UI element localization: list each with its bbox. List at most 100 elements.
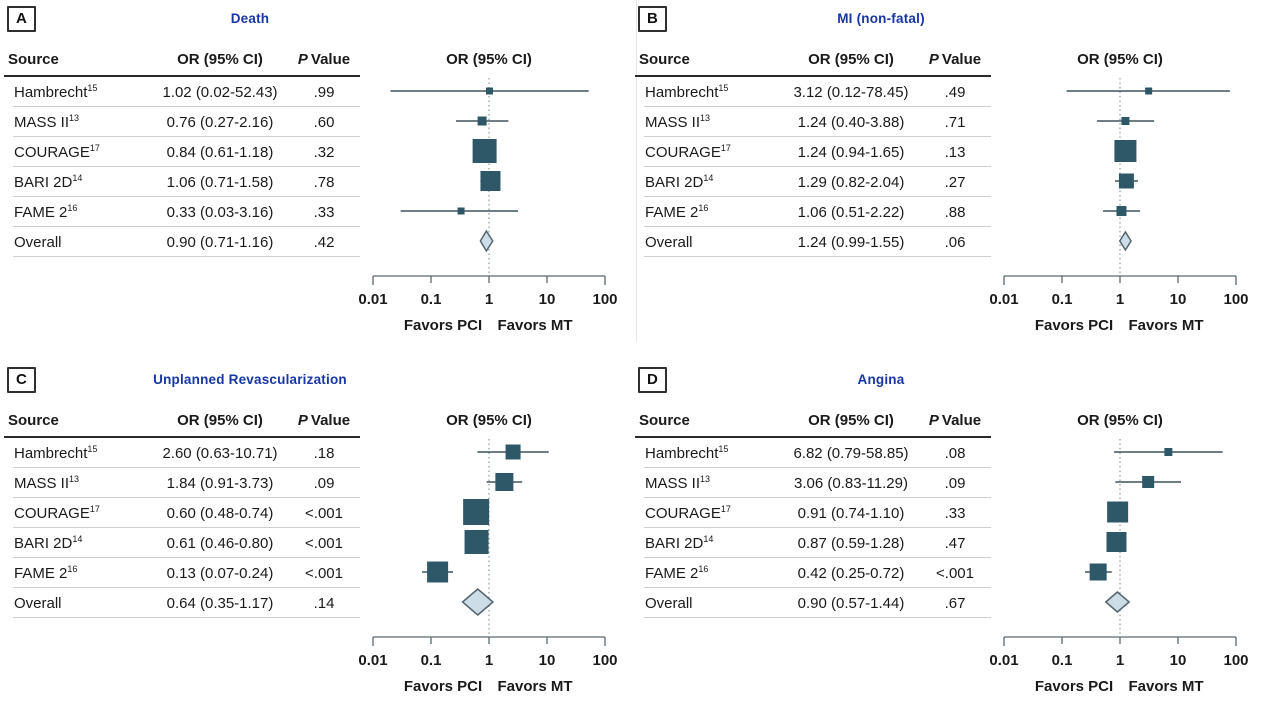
or-ci-cell: 0.33 (0.03-3.16) bbox=[166, 203, 274, 221]
panel-inner: D Angina Source OR (95% CI) P Value Hambr… bbox=[631, 361, 1262, 707]
p-value-cell: .08 bbox=[944, 444, 966, 462]
study-name: COURAGE bbox=[645, 504, 721, 522]
p-value-italic-p: P bbox=[297, 51, 308, 68]
reference-superscript: 14 bbox=[72, 533, 83, 544]
study-name: Hambrecht bbox=[14, 444, 88, 462]
p-value-cell: <.001 bbox=[305, 504, 343, 522]
or-ci-cell: 3.06 (0.83-11.29) bbox=[794, 474, 908, 492]
axis-tick-label: 0.01 bbox=[358, 291, 387, 308]
favors-right-label: Favors MT bbox=[497, 317, 572, 334]
axis-tick-label: 0.1 bbox=[421, 652, 442, 669]
table-row: MASS II13 1.24 (0.40-3.88) .71 bbox=[635, 107, 991, 137]
col-header-source: Source bbox=[8, 412, 59, 429]
axis-tick-label: 0.1 bbox=[1052, 652, 1073, 669]
or-ci-cell: 0.90 (0.71-1.16) bbox=[166, 233, 274, 251]
source-cell: MASS II13 bbox=[4, 113, 152, 131]
forest-plot-svg: 0.01 0.1 1 10 100 Favors PCI Favors MT bbox=[989, 439, 1249, 695]
results-table: Source OR (95% CI) P Value Hambrecht15 1.0… bbox=[4, 44, 360, 257]
table-row: FAME 216 0.13 (0.07-0.24) <.001 bbox=[4, 558, 360, 588]
reference-superscript: 14 bbox=[703, 533, 714, 544]
source-cell: Overall bbox=[4, 234, 152, 251]
panel-label: A bbox=[7, 6, 36, 32]
or-marker bbox=[495, 473, 514, 491]
reference-superscript: 15 bbox=[718, 82, 729, 93]
table-row: Overall 0.90 (0.57-1.44) .67 bbox=[635, 588, 991, 618]
table-row: Overall 0.64 (0.35-1.17) .14 bbox=[4, 588, 360, 618]
or-ci-cell: 0.90 (0.57-1.44) bbox=[797, 594, 905, 612]
reference-superscript: 15 bbox=[718, 443, 729, 454]
or-marker bbox=[1145, 87, 1153, 95]
table-row: FAME 216 0.42 (0.25-0.72) <.001 bbox=[635, 558, 991, 588]
panel-label: C bbox=[7, 367, 36, 393]
axis-tick-label: 10 bbox=[1170, 291, 1187, 308]
axis-tick-label: 0.01 bbox=[358, 652, 387, 669]
source-cell: Overall bbox=[635, 234, 783, 251]
overall-diamond bbox=[461, 588, 495, 616]
source-cell: BARI 2D14 bbox=[4, 173, 152, 191]
or-ci-cell: 1.29 (0.82-2.04) bbox=[797, 173, 905, 191]
table-row: COURAGE17 0.84 (0.61-1.18) .32 bbox=[4, 137, 360, 167]
panel: A Death Source OR (95% CI) P Value Hambre… bbox=[0, 0, 631, 353]
or-ci-cell: 0.13 (0.07-0.24) bbox=[166, 564, 274, 582]
results-table: Source OR (95% CI) P Value Hambrecht15 6.8… bbox=[635, 405, 991, 618]
panel-label: D bbox=[638, 367, 667, 393]
table-row: MASS II13 1.84 (0.91-3.73) .09 bbox=[4, 468, 360, 498]
column-divider bbox=[636, 0, 637, 342]
study-name: COURAGE bbox=[645, 143, 721, 161]
panel-inner: A Death Source OR (95% CI) P Value Hambre… bbox=[0, 0, 631, 353]
table-row: Hambrecht15 6.82 (0.79-58.85) .08 bbox=[635, 438, 991, 468]
p-value-cell: .33 bbox=[944, 504, 966, 522]
source-cell: COURAGE17 bbox=[4, 503, 152, 522]
source-cell: BARI 2D14 bbox=[635, 173, 783, 191]
axis-tick-label: 0.01 bbox=[989, 652, 1018, 669]
reference-superscript: 17 bbox=[89, 503, 100, 514]
results-table: Source OR (95% CI) P Value Hambrecht15 3.1… bbox=[635, 44, 991, 257]
favors-right-label: Favors MT bbox=[1128, 317, 1203, 334]
col-header-source: Source bbox=[639, 412, 690, 429]
study-name: BARI 2D bbox=[645, 534, 704, 552]
or-marker bbox=[1121, 117, 1130, 125]
p-value-cell: .71 bbox=[944, 113, 966, 131]
col-header-or-ci: OR (95% CI) bbox=[808, 412, 894, 429]
table-row: BARI 2D14 0.87 (0.59-1.28) .47 bbox=[635, 528, 991, 558]
col-header-or-ci: OR (95% CI) bbox=[177, 51, 263, 68]
col-header-p-value: P Value bbox=[288, 51, 360, 68]
table-row: MASS II13 3.06 (0.83-11.29) .09 bbox=[635, 468, 991, 498]
axis-tick-label: 10 bbox=[1170, 652, 1187, 669]
study-name: COURAGE bbox=[14, 504, 90, 522]
source-cell: BARI 2D14 bbox=[635, 533, 783, 552]
source-cell: Hambrecht15 bbox=[4, 83, 152, 101]
panel-title: Death bbox=[230, 11, 270, 26]
or-marker bbox=[1106, 532, 1127, 552]
source-cell: Hambrecht15 bbox=[4, 444, 152, 462]
table-header-row: Source OR (95% CI) P Value bbox=[4, 405, 360, 438]
or-ci-cell: 0.76 (0.27-2.16) bbox=[166, 113, 274, 131]
axis-tick-label: 10 bbox=[539, 291, 556, 308]
table-row: MASS II13 0.76 (0.27-2.16) .60 bbox=[4, 107, 360, 137]
p-value-cell: <.001 bbox=[305, 534, 343, 552]
axis-tick-label: 100 bbox=[592, 652, 617, 669]
or-ci-cell: 0.64 (0.35-1.17) bbox=[166, 594, 274, 612]
results-table: Source OR (95% CI) P Value Hambrecht15 2.6… bbox=[4, 405, 360, 618]
col-header-p-value: P Value bbox=[919, 51, 991, 68]
p-value-cell: .47 bbox=[944, 534, 966, 552]
study-name: Overall bbox=[14, 233, 62, 251]
study-name: FAME 2 bbox=[645, 203, 699, 221]
or-ci-cell: 1.02 (0.02-52.43) bbox=[162, 83, 278, 101]
axis-tick-label: 100 bbox=[1223, 652, 1248, 669]
reference-superscript: 16 bbox=[698, 202, 709, 213]
reference-superscript: 17 bbox=[89, 142, 100, 153]
or-marker bbox=[1142, 476, 1155, 488]
panel-label: B bbox=[638, 6, 667, 32]
p-value-cell: .60 bbox=[313, 113, 335, 131]
or-marker bbox=[1118, 173, 1134, 189]
source-cell: MASS II13 bbox=[635, 113, 783, 131]
or-ci-cell: 1.24 (0.40-3.88) bbox=[797, 113, 905, 131]
table-header-row: Source OR (95% CI) P Value bbox=[635, 44, 991, 77]
p-value-cell: .09 bbox=[944, 474, 966, 492]
favors-left-label: Favors PCI bbox=[404, 678, 482, 695]
reference-superscript: 16 bbox=[67, 202, 78, 213]
or-ci-cell: 0.84 (0.61-1.18) bbox=[166, 143, 274, 161]
p-value-cell: .13 bbox=[944, 143, 966, 161]
panel: D Angina Source OR (95% CI) P Value Hambr… bbox=[631, 353, 1262, 707]
